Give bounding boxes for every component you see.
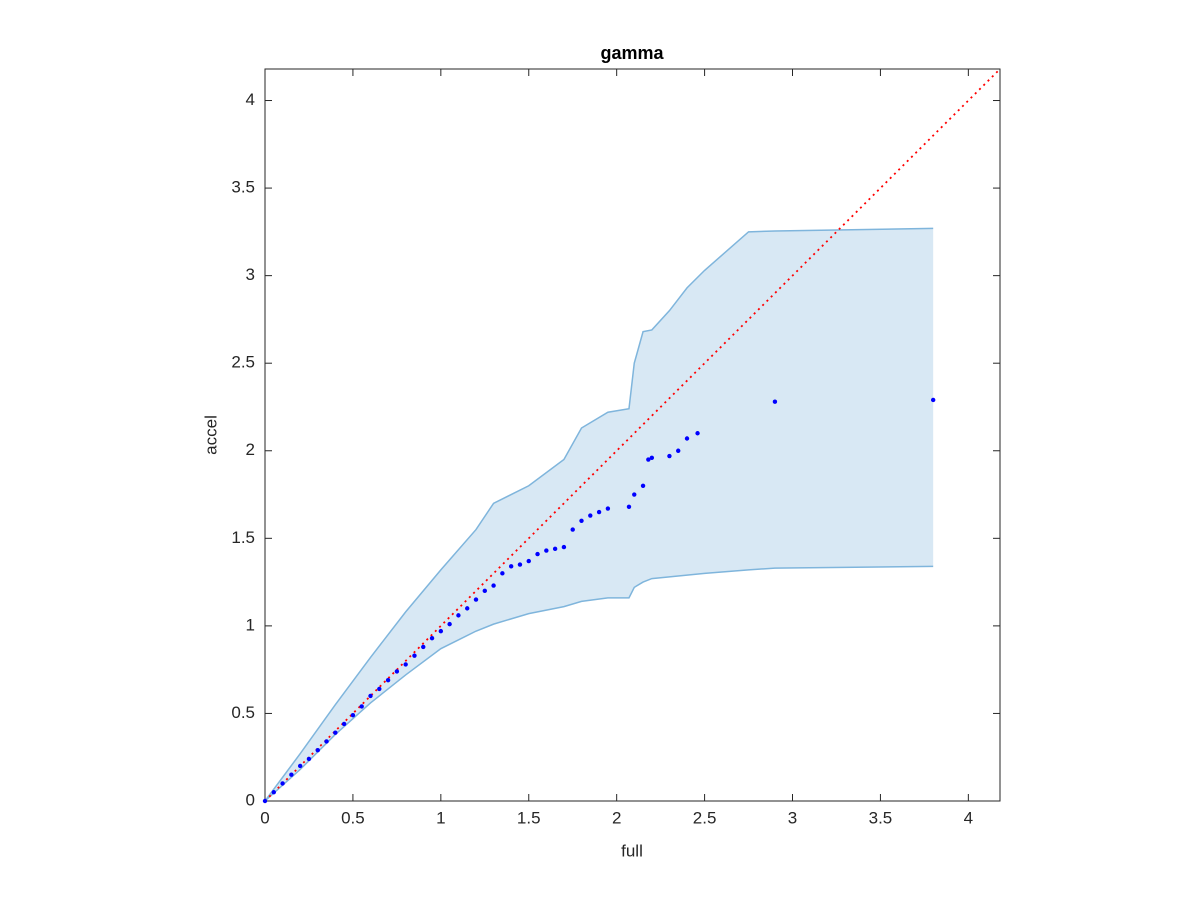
point — [473, 597, 479, 602]
point — [561, 544, 567, 550]
y-tick-label: 2.5 — [231, 353, 255, 372]
point — [324, 739, 329, 744]
point — [429, 635, 435, 641]
point — [508, 564, 514, 569]
point — [526, 558, 531, 564]
point — [306, 756, 312, 762]
point — [517, 562, 523, 567]
x-tick-label: 0 — [260, 808, 269, 827]
point — [640, 483, 646, 488]
x-axis-label: full — [621, 841, 643, 860]
point — [385, 677, 391, 683]
band-upper — [264, 227, 934, 802]
point — [377, 686, 382, 692]
point — [772, 399, 778, 404]
band-fill — [265, 228, 934, 801]
x-tick-label: 4 — [964, 808, 973, 827]
point — [359, 704, 364, 709]
point — [695, 431, 700, 436]
point — [588, 513, 593, 518]
point — [447, 621, 452, 627]
point — [315, 748, 320, 753]
point — [605, 506, 611, 511]
x-tick-label: 2 — [612, 808, 621, 827]
point — [456, 613, 461, 618]
point — [491, 583, 496, 588]
point — [930, 397, 936, 403]
point — [667, 453, 672, 459]
point — [438, 628, 444, 634]
point — [684, 436, 690, 441]
y-tick-label: 2 — [246, 440, 255, 459]
point — [368, 693, 373, 699]
point — [403, 662, 408, 667]
y-tick-label: 1 — [246, 615, 255, 634]
point — [570, 527, 575, 532]
point — [394, 669, 400, 674]
point — [262, 798, 268, 804]
point — [596, 509, 602, 515]
point — [632, 492, 637, 497]
point — [297, 763, 303, 769]
chart-title: gamma — [600, 43, 664, 63]
y-tick-label: 4 — [246, 90, 255, 109]
point — [626, 504, 632, 509]
point — [333, 730, 338, 735]
y-tick-label: 1.5 — [231, 528, 255, 547]
axes-box — [264, 68, 1001, 802]
point — [412, 653, 417, 658]
point — [552, 546, 558, 552]
x-tick-label: 2.5 — [693, 808, 717, 827]
point — [676, 448, 681, 453]
x-tick-label: 3.5 — [869, 808, 893, 827]
point — [289, 772, 294, 777]
y-tick-label: 0 — [246, 790, 255, 809]
x-tick-label: 1.5 — [517, 808, 541, 827]
y-axis-label: accel — [201, 415, 220, 455]
band-lower — [264, 565, 934, 802]
point — [579, 518, 584, 524]
y-tick-label: 0.5 — [231, 703, 255, 722]
x-tick-label: 0.5 — [341, 808, 365, 827]
point — [500, 571, 505, 576]
point — [271, 790, 276, 795]
point — [646, 457, 651, 462]
x-tick-label: 1 — [436, 808, 445, 827]
point — [482, 588, 487, 594]
point — [421, 644, 426, 650]
x-tick-label: 3 — [788, 808, 797, 827]
point — [535, 551, 540, 557]
point — [544, 548, 549, 553]
y-tick-label: 3 — [246, 265, 255, 284]
point — [280, 781, 285, 786]
point — [350, 712, 356, 718]
point — [341, 721, 347, 727]
y-tick-label: 3.5 — [231, 178, 255, 197]
point — [465, 606, 470, 611]
reference-line — [264, 68, 1001, 802]
point — [649, 455, 655, 460]
